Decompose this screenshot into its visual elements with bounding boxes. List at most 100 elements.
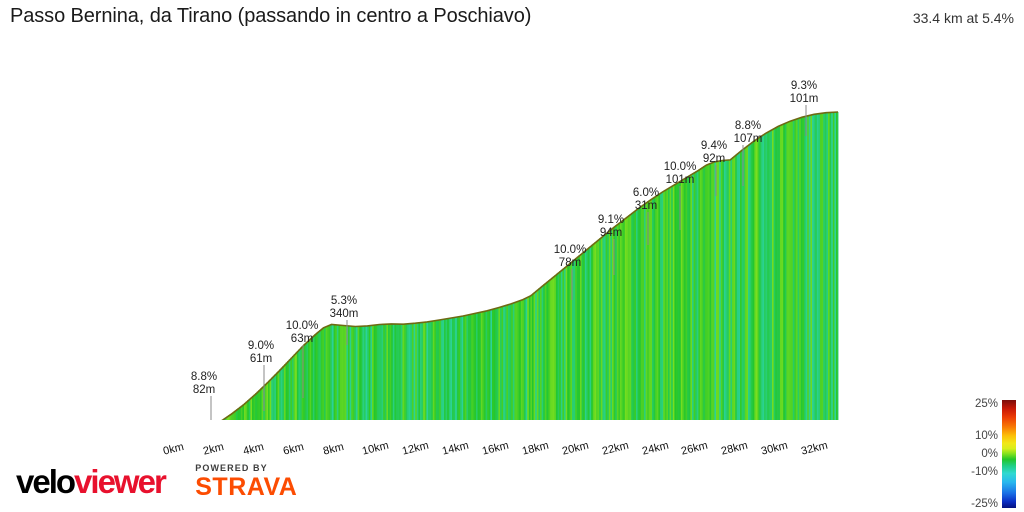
gradient-band [720, 160, 723, 420]
segment-callout: 9.1% 94m [598, 214, 624, 239]
gradient-band [656, 194, 659, 420]
gradient-band [226, 416, 229, 420]
gradient-band [757, 137, 760, 420]
gradient-band [404, 324, 407, 420]
gradient-band [639, 206, 642, 420]
gradient-band [349, 326, 352, 420]
x-axis-tick-label: 12km [401, 439, 431, 458]
elevation-plot[interactable]: 8.8% 82m 9.0% 61m 10.0% 63m 5.3% 340m 10.0% 78m 9.… [0, 30, 950, 420]
gradient-band [608, 230, 611, 420]
gradient-band [669, 186, 672, 420]
gradient-band [634, 210, 637, 420]
gradient-band [460, 316, 463, 420]
gradient-band [272, 375, 275, 420]
x-axis-tick-label: 8km [321, 440, 345, 458]
gradient-band [759, 136, 762, 420]
x-axis-tick-label: 32km [800, 439, 830, 458]
gradient-band [250, 397, 253, 420]
gradient-band [245, 401, 248, 420]
gradient-band [400, 324, 403, 420]
callout-elevation: 101m [665, 173, 695, 186]
gradient-band [392, 323, 395, 420]
gradient-band [583, 251, 586, 420]
gradient-band [703, 166, 706, 420]
x-axis-tick-label: 14km [441, 439, 471, 458]
segment-callout: 9.3% 101m [790, 80, 819, 105]
legend-tick-label: -25% [971, 498, 998, 510]
gradient-band [284, 364, 287, 420]
gradient-band [500, 306, 503, 420]
gradient-band [292, 355, 295, 420]
gradient-band [525, 297, 528, 420]
gradient-band [727, 160, 730, 420]
gradient-band [415, 323, 418, 420]
gradient-band [396, 324, 399, 420]
gradient-band [594, 242, 597, 420]
gradient-band [314, 334, 317, 420]
gradient-band [632, 211, 635, 420]
gradient-band [749, 143, 752, 420]
gradient-band [335, 324, 338, 420]
gradient-band [556, 273, 559, 420]
gradient-band [821, 113, 824, 420]
gradient-band [380, 324, 383, 420]
gradient-band [832, 112, 835, 420]
gradient-band [764, 133, 767, 420]
gradient-band [474, 313, 477, 420]
gradient-band [620, 221, 623, 420]
gradient-band [648, 200, 651, 420]
gradient-band [676, 182, 679, 420]
gradient-band [269, 379, 272, 420]
gradient-band [826, 112, 829, 420]
gradient-band [522, 299, 525, 420]
gradient-band [772, 128, 775, 420]
gradient-band [240, 405, 243, 420]
gradient-band [464, 315, 467, 420]
gradient-band [316, 332, 319, 420]
gradient-band [445, 318, 448, 420]
gradient-band [437, 319, 440, 420]
gradient-band [293, 354, 296, 420]
gradient-band [592, 243, 595, 420]
segment-callout: 8.8% 82m [191, 371, 217, 396]
gradient-band [434, 320, 437, 420]
gradient-band [524, 298, 527, 420]
gradient-band [711, 162, 714, 420]
veloviewer-logo[interactable]: veloviewer [16, 462, 167, 502]
gradient-band [360, 326, 363, 420]
gradient-band [413, 323, 416, 420]
chart-area: 8.8% 82m 9.0% 61m 10.0% 63m 5.3% 340m 10.0% 78m 9.… [0, 30, 950, 458]
gradient-band [506, 304, 509, 420]
gradient-band [684, 178, 687, 420]
gradient-band [781, 124, 784, 420]
gradient-band [504, 305, 507, 420]
callout-elevation: 61m [249, 352, 273, 365]
gradient-band [666, 188, 669, 420]
segment-callout: 10.0% 101m [664, 161, 697, 186]
gradient-band [714, 161, 717, 420]
gradient-band [834, 112, 837, 420]
strava-attribution: POWERED BY STRAVA [195, 464, 297, 500]
gradient-band [295, 352, 298, 420]
gradient-band [799, 117, 802, 420]
gradient-band [570, 261, 573, 420]
callout-gradient: 9.3% [790, 80, 818, 92]
gradient-band [300, 347, 303, 420]
gradient-band [546, 281, 549, 420]
gradient-band [237, 408, 240, 420]
gradient-band [495, 308, 498, 420]
gradient-band [725, 160, 728, 420]
gradient-band [484, 311, 487, 420]
gradient-band [746, 145, 749, 420]
gradient-band [527, 296, 530, 420]
gradient-band [748, 144, 751, 420]
gradient-band [812, 114, 815, 420]
gradient-band [261, 386, 264, 420]
gradient-band [365, 325, 368, 420]
gradient-band [456, 316, 459, 420]
gradient-band [604, 234, 607, 420]
gradient-band [540, 286, 543, 420]
gradient-band [660, 192, 663, 420]
gradient-band [368, 325, 371, 420]
gradient-band [236, 409, 239, 420]
